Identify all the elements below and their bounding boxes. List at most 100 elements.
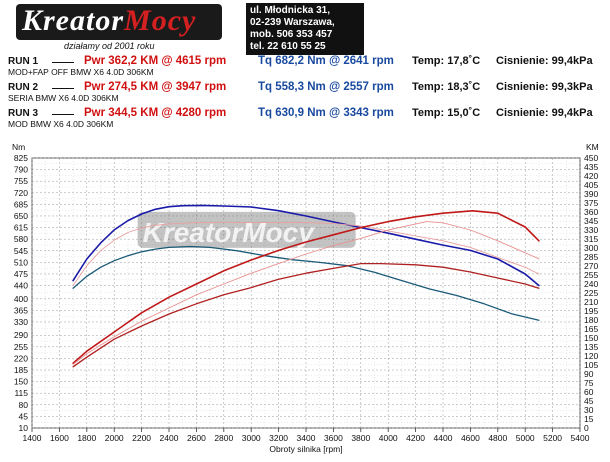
y-left-tick-label: 790 [14,165,28,175]
x-tick-label: 5400 [571,433,590,443]
address-line: mob. 506 353 457 [250,29,333,40]
y-right-tick-label: 345 [584,216,598,226]
y-left-tick-label: 685 [14,199,28,209]
y-left-tick-label: 220 [14,353,28,363]
x-tick-label: 4000 [379,433,398,443]
x-tick-label: 5200 [543,433,562,443]
x-tick-label: 4200 [406,433,425,443]
x-tick-label: 4800 [488,433,507,443]
y-left-tick-label: 510 [14,257,28,267]
x-tick-label: 3800 [351,433,370,443]
x-tick-label: 2400 [160,433,179,443]
y-right-tick-label: 300 [584,243,598,253]
run-name: RUN 3 [8,108,39,119]
x-tick-label: 1800 [77,433,96,443]
x-tick-label: 3000 [242,433,261,443]
address-line: 02-239 Warszawa, [250,17,335,28]
dyno-chart: KreatorMocy 1400 1600 1800 2000 2200 2400 2600 2… [0,138,610,457]
run-power: Pwr 362,2 KM @ 4615 rpm [84,55,227,67]
y-right-tick-label: 390 [584,189,598,199]
y-right-tick-label: 270 [584,261,598,271]
series-power-line [72,210,540,364]
y-right-tick-label: 195 [584,306,598,316]
run-temperature: Temp: 15,0˚C [412,107,481,119]
brand-logo: KreatorMocy działamy od 2001 roku [2,0,238,52]
y-left-tick-label: 825 [14,153,28,163]
run-legend-line [52,114,74,115]
x-tick-label: 3200 [269,433,288,443]
y-left-tick-label: 580 [14,234,28,244]
x-axis-label: Obroty silnika [rpm] [269,444,342,454]
y-left-tick-label: 400 [14,294,28,304]
x-tick-label: 3400 [297,433,316,443]
x-tick-label: 4600 [461,433,480,443]
run-temperature: Temp: 17,8˚C [412,55,481,67]
y-right-tick-label: 180 [584,315,598,325]
y-right-tick-label: 315 [584,234,598,244]
watermark-plate [137,211,356,248]
y-right-tick-label: 45 [584,396,594,406]
run-torque: Tq 630,9 Nm @ 3343 rpm [258,107,394,119]
y-right-tick-label: 165 [584,324,598,334]
run-name: RUN 2 [8,82,39,93]
series-power-line [72,262,540,368]
contact-address: ul. Młodnicka 31, 02-239 Warszawa, mob. … [246,3,364,55]
run-temperature: Temp: 18,3˚C [412,81,481,93]
y-left-tick-label: 185 [14,365,28,375]
y-left-tick-label: 255 [14,342,28,352]
run-pressure: Cisnienie: 99,4kPa [496,107,593,119]
series-torque-line [72,204,540,287]
y-left-tick-label: 755 [14,176,28,186]
y-right-tick-label: 120 [584,351,598,361]
x-tick-label: 2600 [187,433,206,443]
run-legend-line [52,88,74,89]
y-left-tick-label: 115 [14,388,28,398]
y-right-tick-label: 240 [584,279,598,289]
x-tick-label: 2800 [214,433,233,443]
y-right-tick-label: 60 [584,387,594,397]
series-torque-line [72,221,540,286]
run-pressure: Cisnienie: 99,3kPa [496,81,593,93]
run-row: RUN 2 Pwr 274,5 KM @ 3947 rpm Tq 558,3 N… [0,80,610,104]
watermark-text: KreatorMocy [143,217,316,248]
series-torque-line [72,245,540,321]
x-tick-label: 4400 [434,433,453,443]
run-description: MOD+FAP OFF BMW X6 4.0D 306KM [8,67,154,77]
address-line: tel. 22 610 55 25 [250,41,326,52]
y-right-axis-label: KM [586,142,599,152]
y-left-tick-label: 10 [19,423,29,433]
logo-wordmark: KreatorMocy [22,4,197,37]
y-left-tick-label: 440 [14,281,28,291]
y-left-tick-label: 330 [14,317,28,327]
run-pressure: Cisnienie: 99,4kPa [496,55,593,67]
y-right-tick-label: 405 [584,180,598,190]
y-left-tick-label: 290 [14,330,28,340]
y-left-tick-label: 720 [14,188,28,198]
y-right-tick-label: 135 [584,342,598,352]
run-description: MOD BMW X6 4.0D 306KM [8,119,114,129]
x-tick-label: 3600 [324,433,343,443]
x-tick-label: 2200 [132,433,151,443]
y-right-tick-label: 210 [584,297,598,307]
y-right-tick-label: 30 [584,405,594,415]
run-torque: Tq 682,2 Nm @ 2641 rpm [258,55,394,67]
y-right-tick-label: 285 [584,252,598,262]
run-power: Pwr 274,5 KM @ 3947 rpm [84,81,227,93]
series-power-line [72,221,540,365]
y-right-tick-label: 0 [584,423,589,433]
x-tick-label: 2000 [105,433,124,443]
y-right-tick-label: 330 [584,225,598,235]
y-right-tick-label: 420 [584,171,598,181]
x-tick-label: 1600 [50,433,69,443]
y-left-tick-label: 475 [14,269,28,279]
y-left-tick-label: 545 [14,246,28,256]
y-right-tick-label: 225 [584,288,598,298]
y-right-tick-label: 15 [584,414,594,424]
x-tick-label: 1400 [23,433,42,443]
logo-subtitle: działamy od 2001 roku [64,41,155,51]
y-left-tick-label: 615 [14,223,28,233]
y-right-tick-label: 360 [584,207,598,217]
run-description: SERIA BMW X6 4.0D 306KM [8,93,119,103]
y-left-tick-label: 80 [19,400,29,410]
y-right-tick-label: 105 [584,360,598,370]
